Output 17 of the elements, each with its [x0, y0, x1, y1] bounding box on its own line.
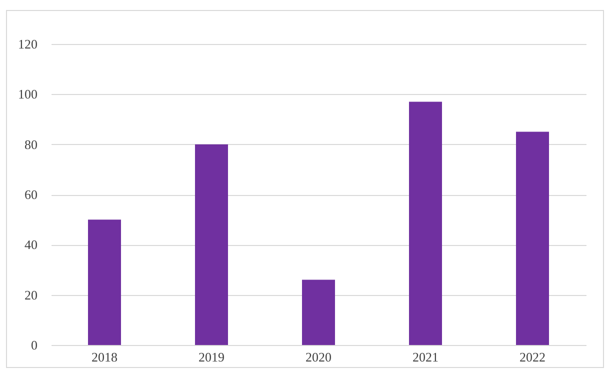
- y-tick-label: 80: [24, 136, 38, 152]
- bar: [88, 220, 121, 345]
- x-tick-label: 2020: [306, 350, 332, 364]
- y-tick-label: 60: [24, 187, 38, 202]
- x-tick-label: 2018: [92, 350, 118, 364]
- y-tick-label: 0: [31, 338, 38, 352]
- y-tick-label: 20: [24, 287, 38, 302]
- y-tick-label: 120: [18, 36, 38, 52]
- y-tick-label: 100: [18, 86, 38, 102]
- bar: [195, 144, 228, 345]
- x-tick-label: 2021: [412, 350, 438, 364]
- x-tick-label: 2022: [520, 350, 546, 364]
- bar: [409, 102, 442, 345]
- y-tick-label: 40: [24, 237, 38, 252]
- bar: [516, 132, 549, 345]
- bar: [302, 280, 335, 345]
- x-tick-label: 2019: [198, 350, 224, 364]
